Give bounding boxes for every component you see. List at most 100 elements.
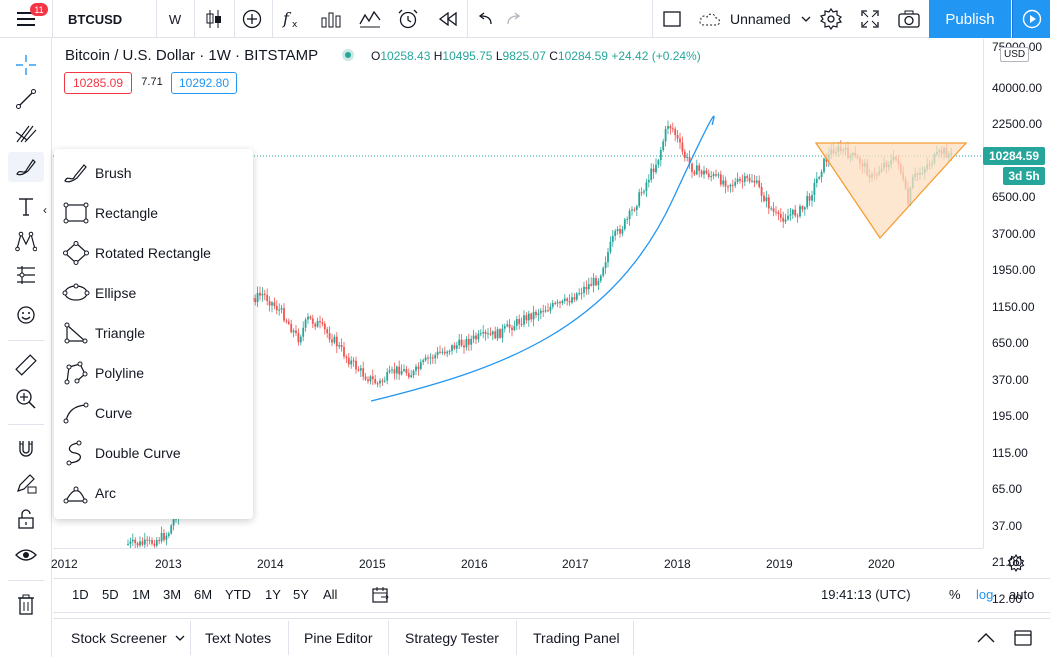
publish-menu-button[interactable]	[1012, 0, 1050, 38]
range-1y[interactable]: 1Y	[265, 587, 281, 602]
icon-tool[interactable]	[8, 300, 44, 330]
candle-body	[695, 165, 698, 175]
menu-item-label: Arc	[95, 485, 116, 501]
settings-button[interactable]	[814, 0, 848, 38]
unlock-icon	[18, 509, 34, 529]
magnet-icon	[19, 441, 33, 457]
interval-button[interactable]: W	[168, 11, 182, 27]
candle-body	[573, 297, 576, 300]
layout-name-button[interactable]: Unnamed	[694, 0, 814, 38]
price-axis-label: 3700.00	[992, 226, 1036, 241]
remove-drawings-tool[interactable]	[8, 590, 44, 620]
candle-body	[379, 380, 381, 384]
menu-item-polyline[interactable]: Polyline	[54, 353, 253, 393]
candle-body	[393, 369, 396, 374]
trend-line-tool[interactable]	[8, 84, 44, 114]
menu-item-label: Brush	[95, 165, 132, 181]
prediction-tool[interactable]	[8, 260, 44, 290]
templates-button[interactable]	[353, 0, 387, 38]
candle-body	[811, 195, 813, 201]
candle-body	[170, 525, 173, 534]
price-axis[interactable]: 75000.0040000.0022500.0012500.006500.003…	[983, 39, 1050, 606]
price-axis-label: 115.00	[992, 445, 1028, 460]
range-ytd[interactable]: YTD	[225, 587, 251, 602]
sell-button[interactable]: 10285.09	[64, 72, 132, 94]
tab-stock-screener[interactable]: Stock Screener	[71, 619, 185, 657]
tab-strategy-tester[interactable]: Strategy Tester	[405, 630, 499, 646]
undo-button[interactable]	[470, 0, 500, 38]
range-1m[interactable]: 1M	[132, 587, 151, 602]
snapshot-button[interactable]	[892, 0, 926, 38]
financials-button[interactable]	[314, 0, 348, 38]
menu-item-rotated-rectangle[interactable]: Rotated Rectangle	[54, 233, 253, 273]
currency-label[interactable]: USD	[1000, 47, 1030, 62]
candle-body	[299, 336, 302, 343]
menu-item-ellipse[interactable]: Ellipse	[54, 273, 253, 313]
hide-drawings-tool[interactable]	[8, 540, 44, 570]
candle-body	[479, 333, 482, 335]
range-5d[interactable]: 5D	[102, 587, 119, 602]
publish-button[interactable]: Publish	[929, 0, 1011, 38]
crosshair-tool[interactable]	[8, 50, 44, 80]
chart-settings-button[interactable]	[1003, 552, 1029, 574]
replay-button[interactable]	[431, 0, 465, 38]
candle-body	[343, 347, 345, 357]
collapse-panel-button[interactable]	[977, 619, 995, 657]
goto-date-button[interactable]	[372, 586, 390, 607]
drawing-mode-tool[interactable]	[8, 468, 44, 498]
layout-select-button[interactable]	[655, 0, 689, 38]
buy-button[interactable]: 10292.80	[171, 72, 237, 94]
range-3m[interactable]: 3M	[163, 587, 182, 602]
zoom-tool[interactable]	[8, 384, 44, 414]
range-all[interactable]: All	[323, 587, 338, 602]
chart-type-button[interactable]	[198, 0, 230, 38]
maximize-panel-button[interactable]	[1014, 619, 1032, 657]
brush-tool-group[interactable]	[8, 152, 44, 182]
range-5y[interactable]: 5Y	[293, 587, 309, 602]
candle-body	[376, 383, 379, 385]
log-scale-button[interactable]: log	[976, 587, 994, 602]
candle-body	[727, 186, 729, 188]
candle-body	[314, 323, 317, 327]
candle-body	[472, 335, 475, 339]
time-axis[interactable]: 2012 2013 2014 2015 2016 2017 2018 2019 2020	[51, 548, 983, 578]
menu-button[interactable]	[6, 0, 46, 38]
menu-item-brush[interactable]: Brush	[54, 153, 253, 193]
price-axis-label: 370.00	[992, 372, 1029, 387]
range-1d[interactable]: 1D	[72, 587, 89, 602]
menu-item-triangle[interactable]: Triangle	[54, 313, 253, 353]
fib-tool[interactable]	[8, 118, 44, 148]
percent-scale-button[interactable]: %	[949, 587, 961, 602]
bottom-panel-bar: Stock Screener Text Notes Pine Editor St…	[53, 618, 1050, 657]
fullscreen-button[interactable]	[853, 0, 887, 38]
candle-body	[623, 219, 626, 230]
candle-body	[383, 380, 386, 382]
symbol-search[interactable]: BTCUSD	[68, 11, 123, 27]
tab-pine-editor[interactable]: Pine Editor	[304, 630, 373, 646]
ellipse-icon	[56, 273, 96, 313]
compare-button[interactable]	[236, 0, 268, 38]
price-axis-label: 195.00	[992, 409, 1029, 423]
price-chart[interactable]	[53, 39, 983, 548]
menu-item-rectangle[interactable]: Rectangle	[54, 193, 253, 233]
menu-item-double-curve[interactable]: Double Curve	[54, 433, 253, 473]
pattern-tool[interactable]	[8, 226, 44, 256]
tab-trading-panel[interactable]: Trading Panel	[533, 630, 620, 646]
tab-text-notes[interactable]: Text Notes	[205, 630, 272, 646]
measure-tool[interactable]	[8, 350, 44, 380]
clock-time[interactable]: 19:41:13 (UTC)	[821, 587, 911, 602]
alert-button[interactable]	[391, 0, 425, 38]
text-tool[interactable]	[8, 192, 44, 222]
magnet-tool[interactable]	[8, 434, 44, 464]
menu-item-curve[interactable]: Curve	[54, 393, 253, 433]
auto-scale-button[interactable]: auto	[1009, 587, 1035, 602]
lock-drawings-tool[interactable]	[8, 504, 44, 534]
divider	[516, 621, 517, 655]
cloud-icon	[699, 13, 720, 26]
candle-body	[345, 356, 348, 358]
candle-body	[304, 319, 307, 328]
range-6m[interactable]: 6M	[194, 587, 213, 602]
redo-button[interactable]	[500, 0, 528, 38]
menu-item-arc[interactable]: Arc	[54, 473, 253, 513]
